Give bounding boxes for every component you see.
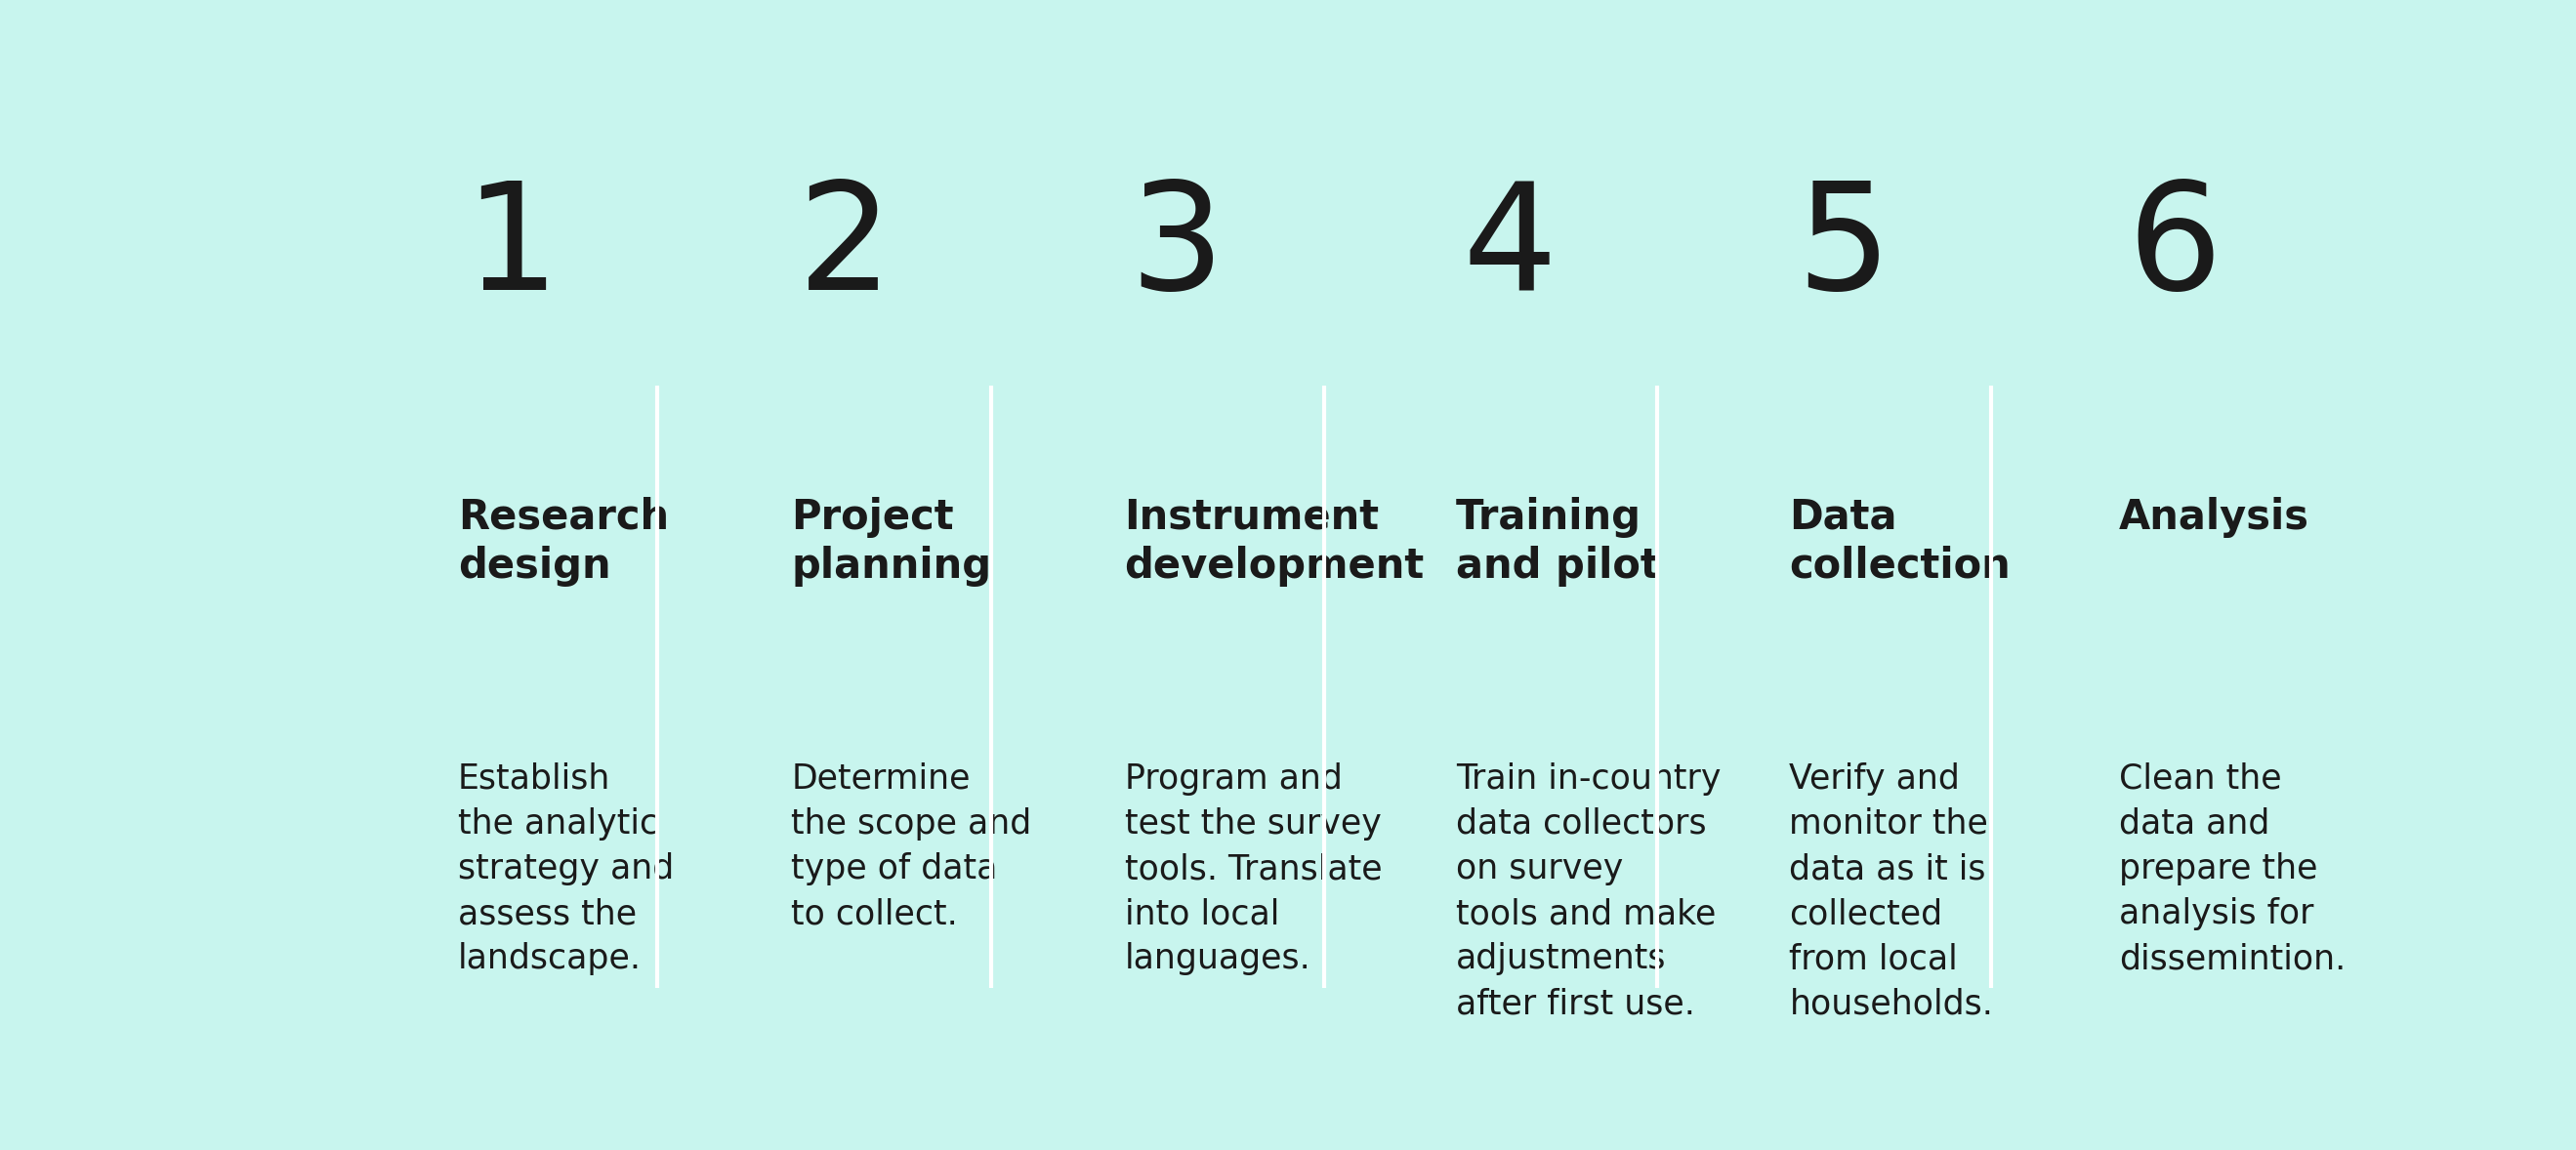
Text: Verify and
monitor the
data as it is
collected
from local
households.: Verify and monitor the data as it is col… <box>1790 762 1994 1021</box>
Text: Analysis: Analysis <box>2117 497 2308 538</box>
Text: 2: 2 <box>799 176 891 321</box>
Text: Instrument
development: Instrument development <box>1126 497 1425 586</box>
Text: Train in-country
data collectors
on survey
tools and make
adjustments
after firs: Train in-country data collectors on surv… <box>1455 762 1721 1021</box>
Text: Project
planning: Project planning <box>791 497 992 586</box>
Text: Training
and pilot: Training and pilot <box>1455 497 1659 586</box>
Text: Establish
the analytic
strategy and
assess the
landscape.: Establish the analytic strategy and asse… <box>459 762 675 975</box>
Text: Research
design: Research design <box>459 497 670 586</box>
Text: 3: 3 <box>1128 176 1224 321</box>
Text: Data
collection: Data collection <box>1790 497 2012 586</box>
Text: 6: 6 <box>2128 176 2223 321</box>
Text: Program and
test the survey
tools. Translate
into local
languages.: Program and test the survey tools. Trans… <box>1126 762 1381 975</box>
Text: 1: 1 <box>464 176 559 321</box>
Text: 5: 5 <box>1795 176 1891 321</box>
Text: Clean the
data and
prepare the
analysis for
dissemintion.: Clean the data and prepare the analysis … <box>2117 762 2347 975</box>
Text: Determine
the scope and
type of data
to collect.: Determine the scope and type of data to … <box>791 762 1030 930</box>
Text: 4: 4 <box>1463 176 1558 321</box>
